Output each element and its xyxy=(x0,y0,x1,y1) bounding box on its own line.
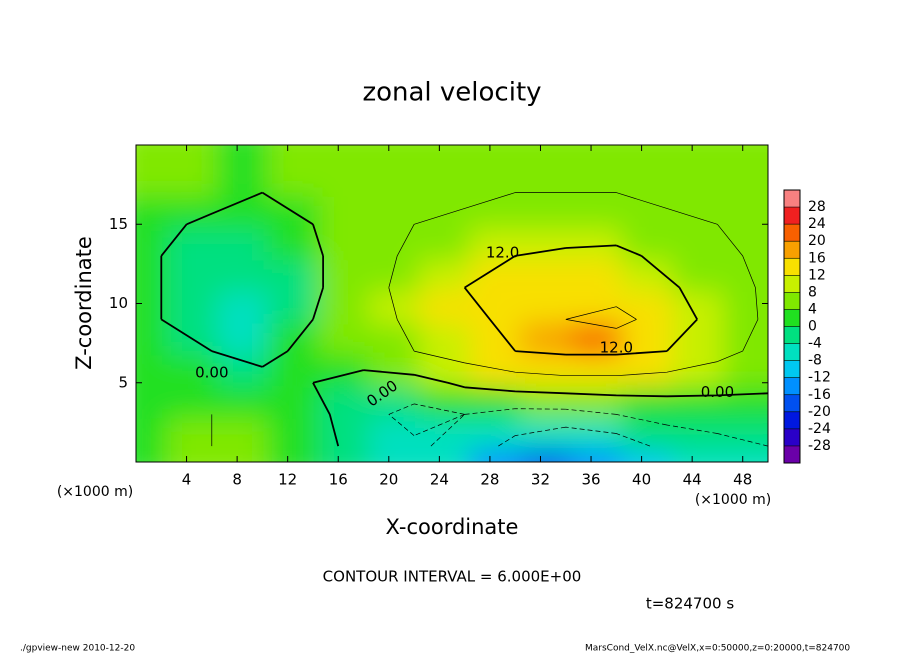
colorbar-band xyxy=(784,241,800,259)
colorbar-tick-label: 20 xyxy=(808,233,826,249)
contour-line xyxy=(498,426,651,447)
x-tick-label: 32 xyxy=(531,471,550,489)
colorbar-tick-label: -12 xyxy=(808,370,831,386)
colorbar-band xyxy=(784,377,800,395)
x-axis-label: X-coordinate xyxy=(386,515,519,539)
x-tick-label: 40 xyxy=(632,471,651,489)
contour-line xyxy=(463,244,698,356)
colorbar-band xyxy=(784,309,800,327)
colorbar-band xyxy=(784,207,800,225)
x-tick-label: 24 xyxy=(430,471,449,489)
colorbar-tick-label: -28 xyxy=(808,438,831,454)
contour-line xyxy=(160,191,768,447)
footer-right: MarsCond_VelX.nc@VelX,x=0:50000,z=0:2000… xyxy=(585,644,850,654)
x-unit-label: (×1000 m) xyxy=(57,484,133,500)
colorbar-tick-label: 16 xyxy=(808,250,826,266)
colorbar-band xyxy=(784,275,800,293)
colorbar-band xyxy=(784,258,800,276)
contour-line xyxy=(211,192,759,447)
colorbar-tick-label: -16 xyxy=(808,387,831,403)
contour-line xyxy=(388,403,768,447)
field xyxy=(136,145,768,462)
contour-label: 12.0 xyxy=(486,243,519,261)
contours xyxy=(160,191,768,447)
colorbar-tick-label: -8 xyxy=(808,353,822,369)
time-label: t=824700 s xyxy=(646,595,734,613)
x-tick-label: 36 xyxy=(581,471,600,489)
y-tick-label: 10 xyxy=(109,294,128,312)
y-axis-label: Z-coordinate xyxy=(72,236,96,370)
colorbar-band xyxy=(784,224,800,242)
colorbar-tick-label: 24 xyxy=(808,216,826,232)
contour-interval: CONTOUR INTERVAL = 6.000E+00 xyxy=(323,568,582,586)
colorbar-band xyxy=(784,190,800,208)
x-tick-label: 12 xyxy=(278,471,297,489)
cells xyxy=(136,145,768,462)
contour-line xyxy=(565,306,637,329)
x-tick-label: 4 xyxy=(182,471,192,489)
colorbar-tick-label: -24 xyxy=(808,421,831,437)
colorbar-tick-label: -20 xyxy=(808,404,831,420)
colorbar-band xyxy=(784,428,800,446)
colorbar-tick-label: 0 xyxy=(808,319,817,335)
contour-label: 12.0 xyxy=(600,338,633,356)
y-tick-label: 5 xyxy=(118,373,128,391)
colorbar-band xyxy=(784,292,800,310)
x-unit-label: (×1000 m) xyxy=(695,492,771,508)
colorbar-band xyxy=(784,360,800,378)
contour-label: 0.00 xyxy=(701,383,734,401)
colorbar-tick-label: -4 xyxy=(808,336,822,352)
y-tick-label: 15 xyxy=(109,215,128,233)
colorbar-band xyxy=(784,411,800,429)
footer-left: ./gpview-new 2010-12-20 xyxy=(20,644,135,654)
colorbar-band xyxy=(784,343,800,361)
x-tick-label: 48 xyxy=(733,471,752,489)
x-tick-label: 8 xyxy=(232,471,242,489)
x-tick-label: 28 xyxy=(480,471,499,489)
cell xyxy=(722,145,768,197)
x-tick-label: 44 xyxy=(683,471,702,489)
x-tick-label: 20 xyxy=(379,471,398,489)
colorbar-band xyxy=(784,445,800,463)
colorbar-tick-label: 12 xyxy=(808,267,826,283)
colorbar-band xyxy=(784,326,800,344)
x-tick-label: 16 xyxy=(329,471,348,489)
colorbar-tick-label: 8 xyxy=(808,284,817,300)
chart-title: zonal velocity xyxy=(362,78,541,108)
colorbar-band xyxy=(784,394,800,412)
colorbar-tick-label: 4 xyxy=(808,301,817,317)
contour-label: 0.00 xyxy=(195,364,228,382)
colorbar-tick-label: 28 xyxy=(808,199,826,215)
